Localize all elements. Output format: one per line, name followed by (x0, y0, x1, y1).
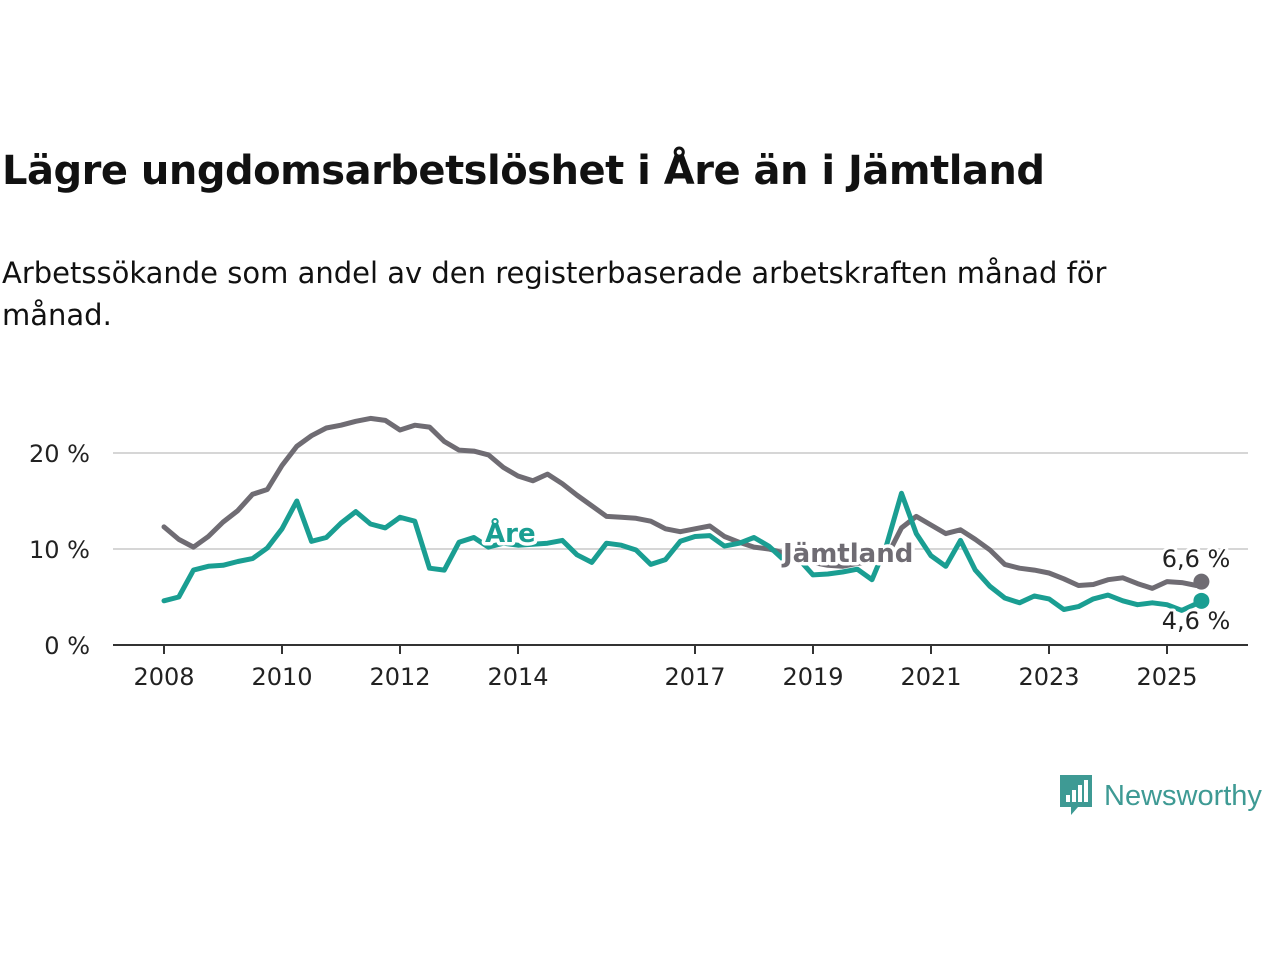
chart-subtitle: Arbetssökande som andel av den registerb… (2, 256, 1107, 332)
brand-name: Newsworthy (1104, 779, 1262, 812)
chart-title: Lägre ungdomsarbetslöshet i Åre än i Jäm… (2, 148, 1045, 194)
y-tick-label: 20 % (29, 440, 90, 468)
series-line-jamtland (161, 415, 1204, 591)
series-end-marker (1193, 573, 1210, 590)
x-tick-label: 2012 (369, 663, 430, 691)
series-line-are (161, 490, 1204, 613)
x-tick-label: 2008 (133, 663, 194, 691)
y-tick-label: 10 % (29, 536, 90, 564)
end-value-label: 4,6 % (1162, 607, 1231, 635)
x-tick-label: 2019 (782, 663, 843, 691)
x-tick-label: 2014 (487, 663, 548, 691)
x-tick-label: 2023 (1018, 663, 1079, 691)
x-tick-label: 2025 (1136, 663, 1197, 691)
x-tick-label: 2017 (664, 663, 725, 691)
series-label: Åre (485, 517, 536, 549)
newsworthy-brand: Newsworthy (1058, 772, 1262, 820)
y-tick-label: 0 % (44, 632, 90, 660)
series-label: Jämtland (781, 539, 913, 569)
newsworthy-logo-icon (1060, 775, 1092, 815)
x-tick-label: 2010 (251, 663, 312, 691)
end-value-label: 6,6 % (1162, 545, 1231, 573)
line-chart: 0 % 10 % 20 % 2008 2010 2012 2014 2017 2019 2021 2… (29, 415, 1248, 691)
series-end-marker (1193, 592, 1210, 609)
x-tick-label: 2021 (900, 663, 961, 691)
